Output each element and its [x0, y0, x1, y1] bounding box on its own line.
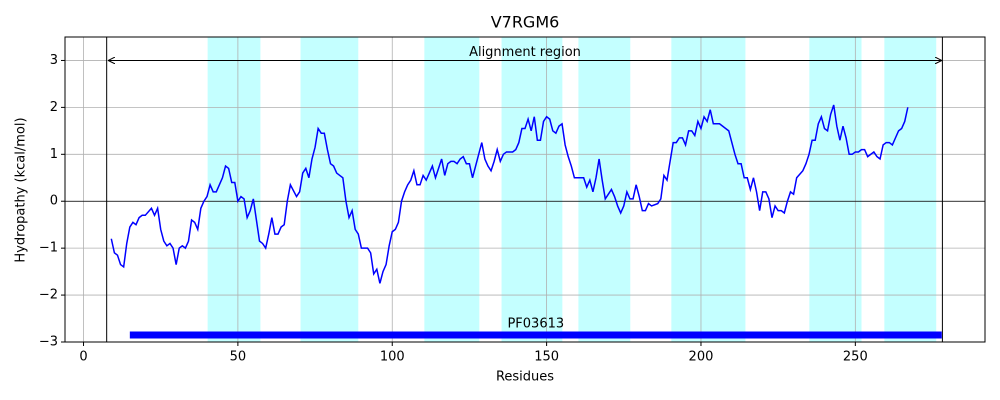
x-axis-label: Residues	[496, 370, 554, 385]
x-tick-label: 100	[380, 350, 405, 365]
highlight-span	[207, 37, 261, 342]
y-tick-label: −2	[39, 288, 58, 303]
y-tick-label: −1	[39, 241, 58, 256]
highlight-span	[809, 37, 862, 342]
plot-frame	[64, 36, 986, 343]
highlight-span	[884, 37, 937, 342]
x-tick-label: 50	[230, 350, 247, 365]
plot-area: Alignment region PF03613	[65, 37, 985, 343]
highlight-span	[300, 37, 359, 342]
hydropathy-line	[110, 104, 909, 284]
highlight-span	[671, 37, 746, 342]
y-tick-label: 0	[50, 194, 58, 209]
chart-title: V7RGM6	[491, 13, 560, 32]
arrow-label: Alignment region	[469, 45, 581, 60]
y-axis-label: Hydropathy (kcal/mol)	[14, 117, 29, 262]
x-tick-label: 150	[534, 350, 559, 365]
highlight-span	[501, 37, 563, 342]
x-tick-label: 250	[843, 350, 868, 365]
highlight-span	[424, 37, 480, 342]
y-tick-label: 1	[50, 147, 58, 162]
y-tick-label: 2	[50, 100, 58, 115]
domain-label: PF03613	[507, 316, 564, 331]
y-tick-label: −3	[39, 335, 58, 350]
x-tick-label: 200	[689, 350, 714, 365]
y-tick-label: 3	[50, 53, 58, 68]
x-tick-label: 0	[79, 350, 87, 365]
